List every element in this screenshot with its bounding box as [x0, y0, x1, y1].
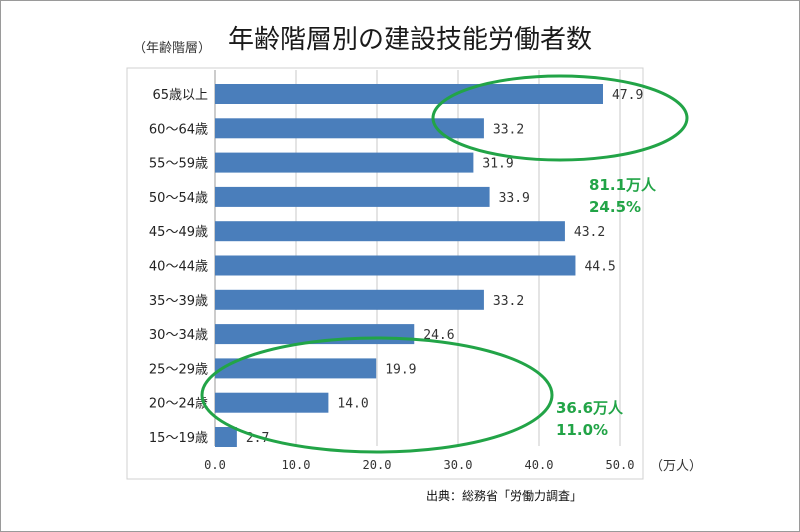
highlight-ellipse	[431, 74, 689, 162]
x-tick-label: 0.0	[204, 458, 226, 472]
data-label: 47.9	[612, 88, 643, 103]
source-note: 出典：総務省「労働力調査」	[426, 489, 582, 503]
data-label: 33.2	[493, 294, 524, 309]
category-label: 65歳以上	[152, 88, 208, 103]
bar	[215, 255, 576, 276]
bar	[215, 221, 565, 242]
plot-area-border	[126, 67, 644, 480]
bar	[215, 289, 484, 310]
category-label: 55～59歳	[149, 157, 208, 172]
x-tick-label: 40.0	[525, 458, 554, 472]
x-tick-label: 10.0	[282, 458, 311, 472]
bar	[215, 427, 237, 447]
data-label: 43.2	[574, 225, 605, 240]
category-labels: 65歳以上 60～64歳 55～59歳 50～54歳 45～49歳 40～44歳 35～39…	[149, 88, 208, 446]
bar	[215, 358, 377, 379]
annotation-text: 11.0%	[556, 421, 608, 439]
data-label: 14.0	[337, 397, 368, 412]
data-label: 44.5	[584, 260, 615, 275]
y-axis-label: （年齢階層）	[133, 41, 211, 56]
annotation-text: 36.6万人	[556, 399, 624, 417]
category-label: 60～64歳	[149, 122, 208, 137]
category-label: 15～19歳	[149, 431, 208, 446]
category-label: 35～39歳	[149, 294, 208, 309]
category-label: 20～24歳	[149, 397, 208, 412]
annotation-text: 81.1万人	[589, 176, 657, 194]
annotation-text: 24.5%	[589, 198, 641, 216]
annotations: 81.1万人 24.5% 36.6万人 11.0%	[200, 74, 689, 454]
x-tick-label: 20.0	[363, 458, 392, 472]
bar	[215, 392, 329, 413]
bars	[215, 84, 603, 447]
data-label: 19.9	[385, 362, 416, 377]
category-label: 25～29歳	[149, 362, 208, 377]
x-tick-label: 30.0	[444, 458, 473, 472]
x-tick-labels: 0.0 10.0 20.0 30.0 40.0 50.0	[204, 458, 634, 472]
category-label: 50～54歳	[149, 191, 208, 206]
bar	[215, 84, 603, 104]
category-label: 30～34歳	[149, 328, 208, 343]
bar	[215, 118, 484, 139]
value-labels: 47.933.231.933.943.244.533.224.619.914.0…	[246, 88, 643, 446]
data-label: 33.2	[493, 122, 524, 137]
category-label: 40～44歳	[149, 260, 208, 275]
data-label: 33.9	[499, 191, 530, 206]
chart-title: 年齢階層別の建設技能労働者数	[228, 25, 592, 55]
data-label: 31.9	[482, 157, 513, 172]
x-axis-label: （万人）	[650, 459, 702, 474]
bar	[215, 152, 474, 173]
x-tick-label: 50.0	[606, 458, 635, 472]
highlight-ellipse	[200, 336, 554, 454]
bar	[215, 186, 490, 207]
category-label: 45～49歳	[149, 225, 208, 240]
